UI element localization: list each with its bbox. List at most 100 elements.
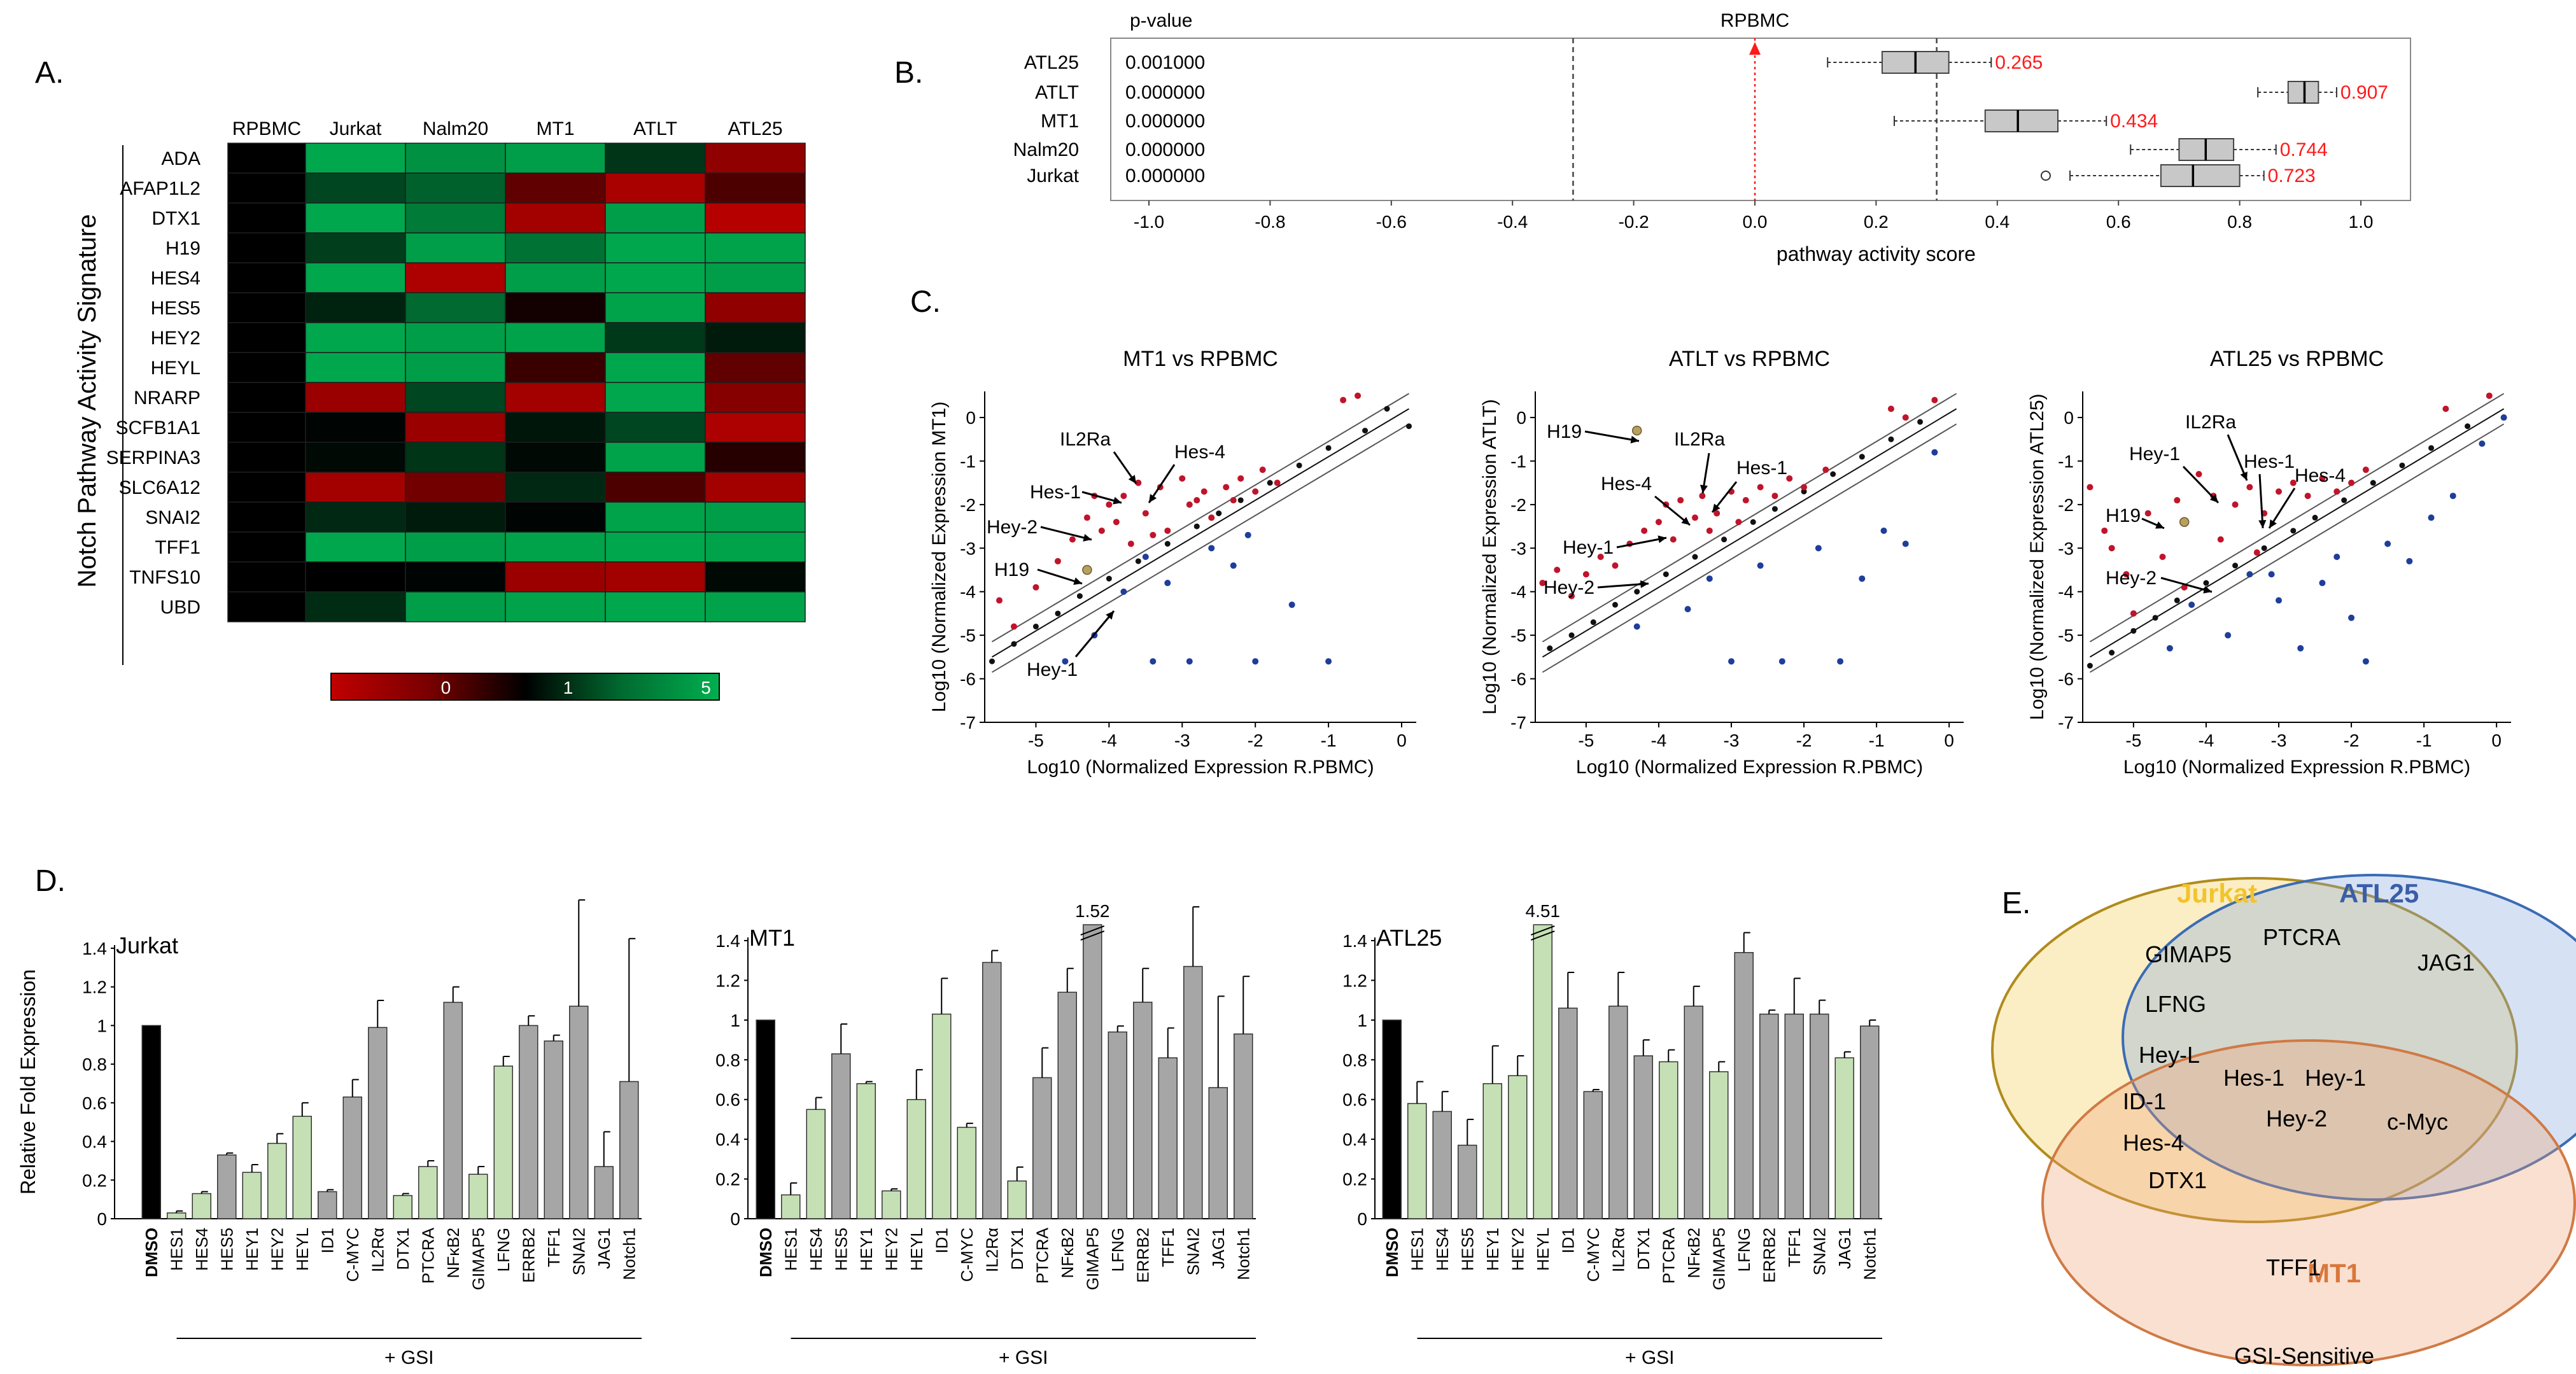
category-label: DTX1: [393, 1228, 412, 1270]
row-label: TFF1: [155, 537, 201, 558]
point-red: [1150, 531, 1157, 538]
point-red: [1554, 566, 1561, 573]
p-value: 0.001000: [1125, 52, 1205, 73]
category-label: DTX1: [1634, 1228, 1653, 1270]
y-tick-label: 0: [1516, 408, 1526, 428]
point-red: [2275, 488, 2282, 495]
heatmap-cell: [705, 591, 806, 622]
venn-item: JAG1: [2418, 950, 2475, 976]
y-tick-label: -6: [2058, 669, 2074, 689]
set-name: Jurkat: [2177, 878, 2257, 908]
series-name: Jurkat: [1027, 165, 1079, 186]
point-red: [1822, 466, 1829, 473]
y-tick-label: -5: [2058, 626, 2074, 645]
point-red: [1127, 540, 1134, 547]
gene-annotation: Hey-2: [1544, 577, 1594, 598]
point-red: [2362, 466, 2369, 473]
bar: [1633, 1055, 1653, 1219]
bar: [1158, 1057, 1178, 1219]
point-black: [2465, 423, 2471, 430]
band-line: [1542, 393, 1957, 643]
median-value: 0.265: [1995, 52, 2043, 73]
category-label: LFNG: [1735, 1228, 1754, 1272]
arrow-head: [1640, 580, 1649, 589]
annotation-arrow: [1597, 582, 1649, 589]
bar: [418, 1166, 438, 1219]
heatmap-cell: [605, 472, 706, 503]
pvalue-header: p-value: [1130, 10, 1192, 31]
gene-annotation: Hey-1: [1027, 659, 1078, 680]
point-blue: [2449, 493, 2456, 500]
category-label: TFF1: [1158, 1228, 1178, 1267]
x-tick-label: -2: [2344, 731, 2360, 750]
heatmap-cell: [605, 531, 706, 563]
point-blue: [1902, 540, 1909, 547]
point-blue: [1062, 658, 1069, 665]
bar: [1007, 1180, 1027, 1219]
category-label: HES5: [217, 1228, 236, 1271]
point-black: [2312, 514, 2318, 521]
heatmap-cell: [405, 501, 506, 533]
point-red: [1135, 479, 1142, 486]
point-red: [1801, 484, 1808, 491]
category-label: HEY1: [857, 1228, 876, 1271]
row-label: SLC6A12: [119, 477, 201, 498]
gene-annotation: Hes-4: [1174, 442, 1225, 463]
point-black: [1801, 488, 1807, 494]
x-tick-label: -2: [1796, 731, 1812, 750]
heatmap-cell: [505, 531, 606, 563]
axis-break: [1530, 930, 1555, 941]
x-tick-label: -4: [2198, 731, 2214, 750]
point-black: [1406, 423, 1412, 430]
point-black: [2232, 563, 2239, 569]
point-blue: [1150, 658, 1157, 665]
heatmap-cell: [705, 172, 806, 204]
set-circle-mt1: [2041, 1039, 2576, 1366]
column-label: Nalm20: [423, 118, 488, 139]
x-tick-label: 0: [1397, 731, 1407, 750]
break-value: 1.52: [1075, 901, 1110, 921]
bar: [1482, 1083, 1502, 1219]
point-red: [1106, 501, 1113, 508]
band-line: [2089, 393, 2505, 643]
category-label: SNAI2: [569, 1228, 588, 1275]
arrow-head: [1630, 435, 1639, 444]
point-red: [1655, 519, 1662, 526]
category-label: IL2Rα: [368, 1228, 387, 1272]
bar: [519, 1025, 538, 1219]
point-red: [1252, 488, 1259, 495]
y-tick-label: 0.6: [1342, 1090, 1367, 1110]
gene-annotation: Hes-1: [1030, 482, 1081, 503]
annotation-arrow: [2182, 465, 2220, 504]
heatmap-cell: [305, 472, 406, 503]
point-red: [2246, 484, 2253, 491]
p-value: 0.000000: [1125, 139, 1205, 160]
y-tick-label: -3: [1510, 538, 1526, 558]
point-red: [2486, 392, 2493, 399]
point-black: [1011, 641, 1017, 647]
y-tick-label: 0: [966, 408, 976, 428]
category-label: HES1: [781, 1228, 800, 1271]
point-black: [1917, 419, 1924, 425]
y-tick-label: -6: [1510, 669, 1526, 689]
heatmap-cell: [227, 561, 306, 592]
panel-c-scatter-3: ATL25 vs RPBMC 0 -1 -2 -3 -4 -5 -6 -7 -5 -4 -3 -2 -1 0…: [2027, 347, 2511, 778]
heatmap-cell: [405, 172, 506, 204]
category-label: SNAI2: [1183, 1228, 1202, 1275]
y-tick-label: 1.2: [1342, 971, 1367, 990]
point-black: [1384, 405, 1390, 412]
point-blue: [1859, 575, 1866, 582]
axis-title: Notch Pathway Activity Signature: [73, 214, 101, 588]
heatmap-cell: [227, 143, 306, 174]
heatmap-cell: [227, 352, 306, 383]
x-tick-label: -0.4: [1497, 212, 1528, 232]
median-value: 0.907: [2340, 82, 2388, 103]
point-blue: [2188, 601, 2195, 608]
bar: [1183, 965, 1203, 1219]
heatmap-cell: [405, 322, 506, 353]
point-black: [2087, 662, 2093, 669]
point-blue: [2406, 557, 2413, 564]
y-tick-label: 0.8: [82, 1055, 107, 1074]
category-label: HEY2: [882, 1228, 901, 1271]
